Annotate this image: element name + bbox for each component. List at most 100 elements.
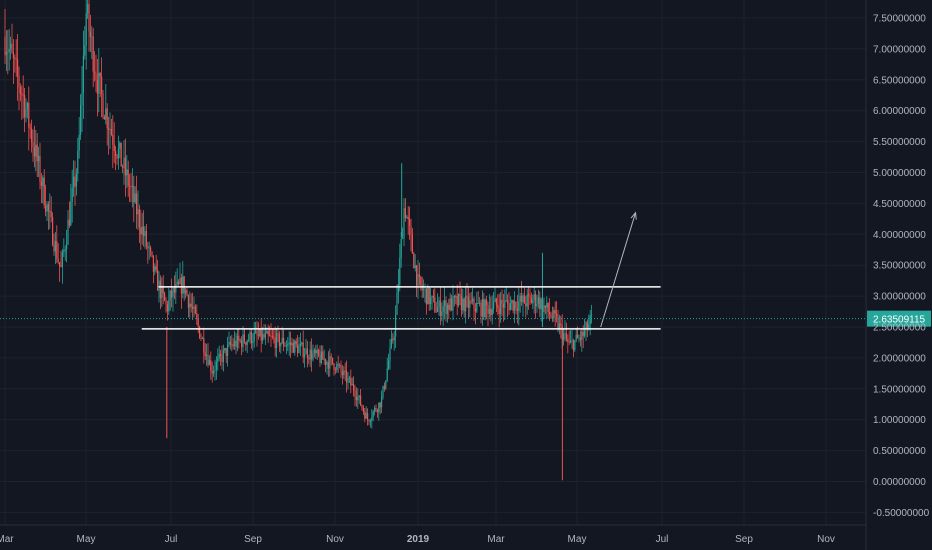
candle-body [124,157,126,176]
candle-body [52,217,54,245]
price-axis[interactable]: 7.50000000 7.00000000 6.50000000 6.00000000… [865,0,930,550]
candle-body [222,350,224,362]
candle-body [404,208,406,219]
candle-body [108,128,110,130]
candle-body [24,95,26,118]
candle-body [508,303,510,311]
price-tick-label: 7.50000000 [873,14,926,25]
candle-body [509,303,511,311]
candle-body [64,249,66,251]
candle-body [54,240,56,252]
candle-body [502,303,504,308]
candle-body [61,252,63,268]
candle-body [379,402,381,408]
candle-body [49,210,51,212]
drawing-annotations [141,211,661,330]
candle-body [213,370,215,374]
candle-body [430,297,432,305]
candle-body [185,290,187,294]
candle-body [389,347,391,361]
candle-body [402,238,404,240]
candle-body [420,276,422,286]
candle-body [178,281,180,284]
candle-body [28,103,30,128]
candle-body [85,13,87,46]
time-axis[interactable]: Mar May Jul Sep Nov 2019 Mar May Jul Sep Nov [0,524,866,545]
candle-body [298,346,300,354]
candle-body [441,311,443,316]
candle-body [260,329,262,341]
candle-body [141,226,143,235]
candle-body [501,299,503,304]
candle-body [40,181,42,186]
candle-body [133,185,135,203]
candle-body [514,301,516,311]
candle-body [106,108,108,129]
candle-body [585,322,587,331]
candle-body [152,255,154,272]
candle-body [378,402,380,413]
candle-body [81,92,83,106]
candle-body [337,364,339,366]
candle-body [214,369,216,371]
candle-body [553,310,555,319]
trend-arrow-head [630,211,637,220]
candle-body [564,333,566,334]
candle-body [31,128,33,143]
candle-body [518,301,520,311]
candle-body [210,360,212,372]
candle-body [365,413,367,419]
candle-body [94,71,96,74]
candle-body [333,363,335,370]
candle-body [166,304,168,312]
price-tick-label: 5.50000000 [873,137,926,148]
candle-body [315,349,317,354]
candle-body [481,299,483,317]
candle-body [330,356,332,358]
candle-body [123,157,125,168]
candle-body [42,177,44,186]
candle-body [194,306,196,314]
candle-body [584,330,586,336]
chart-grid [0,0,866,525]
candle-body [140,227,142,235]
candle-body [75,173,77,187]
candle-body [46,203,48,212]
candle-body [463,298,465,312]
candle-body [374,407,376,412]
candle-body [224,348,226,351]
candle-body [77,150,79,174]
candle-body [392,339,394,341]
candle-body [270,335,272,337]
candle-body [367,413,369,421]
candle-body [372,411,374,418]
candle-body [431,295,433,298]
candle-body [442,306,444,312]
candle-body [448,304,450,310]
candle-body [220,353,222,356]
candle-body [393,336,395,341]
candle-body [117,148,119,159]
candle-body [469,300,471,308]
candle-body [221,355,223,362]
candle-body [29,127,31,129]
candle-body [136,193,138,215]
candle-body [74,176,76,187]
candle-body [428,287,430,305]
candle-body [467,296,469,308]
candle-body [591,314,593,316]
price-tick-label: 4.50000000 [873,199,926,210]
candle-body [39,155,41,182]
candle-body [266,331,268,334]
candle-body [470,300,472,302]
candle-body [180,277,182,294]
candle-body [445,300,447,315]
candle-body [449,298,451,310]
candle-body [248,339,250,341]
candle-body [176,281,178,284]
candle-body [336,364,338,371]
candle-body [382,386,384,398]
candle-body [348,377,350,379]
candle-body [529,295,531,298]
